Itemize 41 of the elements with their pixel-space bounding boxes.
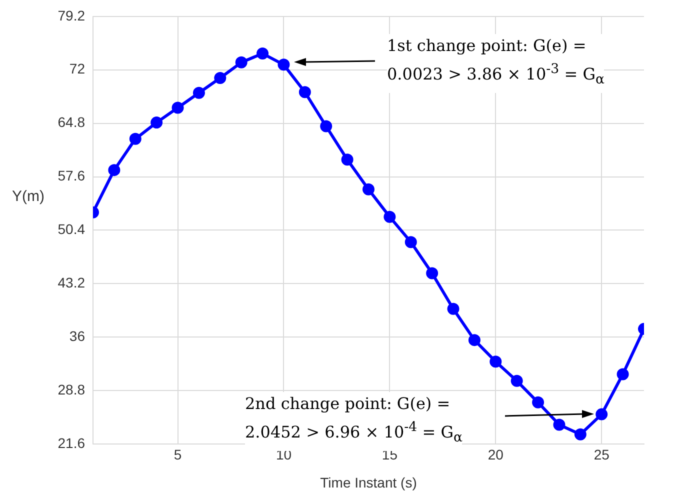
point [447, 302, 460, 315]
y-axis-title: Y(m) [12, 188, 44, 205]
point [362, 183, 374, 196]
y-tick-label: 64.8 [58, 114, 86, 130]
point [404, 236, 417, 248]
x-tick-label: 20 [488, 446, 504, 462]
y-tick-label: 72 [69, 60, 86, 77]
point [616, 368, 629, 380]
point [235, 56, 248, 68]
y-tick-label: 43.2 [58, 274, 86, 291]
point [468, 334, 480, 346]
y-tick-label: 79.2 [58, 7, 86, 24]
y-tick-label: 57.6 [58, 168, 86, 184]
point [574, 428, 586, 440]
point [384, 210, 396, 223]
y-tick-label: 21.6 [58, 434, 86, 451]
point [320, 120, 332, 132]
point [150, 116, 163, 129]
point [108, 164, 120, 176]
point [341, 154, 354, 166]
point [426, 267, 438, 280]
x-axis-title: Time Instant (s) [320, 474, 417, 490]
point [278, 58, 290, 71]
point [510, 374, 523, 387]
point [192, 86, 205, 99]
point [596, 408, 608, 420]
point [553, 418, 566, 431]
point [490, 356, 502, 368]
point [298, 86, 311, 98]
annotation: 2nd change point: G(e) = 2.0452 > 6.96 × 10$^{-4}$ = G$_{α}$ [245, 394, 462, 446]
point [532, 396, 544, 408]
point [214, 72, 226, 84]
annotation: 1st change point: G(e) = 0.0023 > 3.86 × 10$^{-3}$ = G$_{α}$ [387, 34, 604, 93]
x-tick-label: 25 [594, 446, 610, 462]
y-tick-label: 36 [69, 328, 86, 344]
y-tick-label: 50.4 [58, 221, 86, 238]
point [256, 48, 269, 60]
x-tick-label: 5 [174, 446, 182, 462]
y-tick-label: 28.8 [58, 381, 86, 398]
point [172, 102, 184, 114]
point [129, 132, 142, 145]
